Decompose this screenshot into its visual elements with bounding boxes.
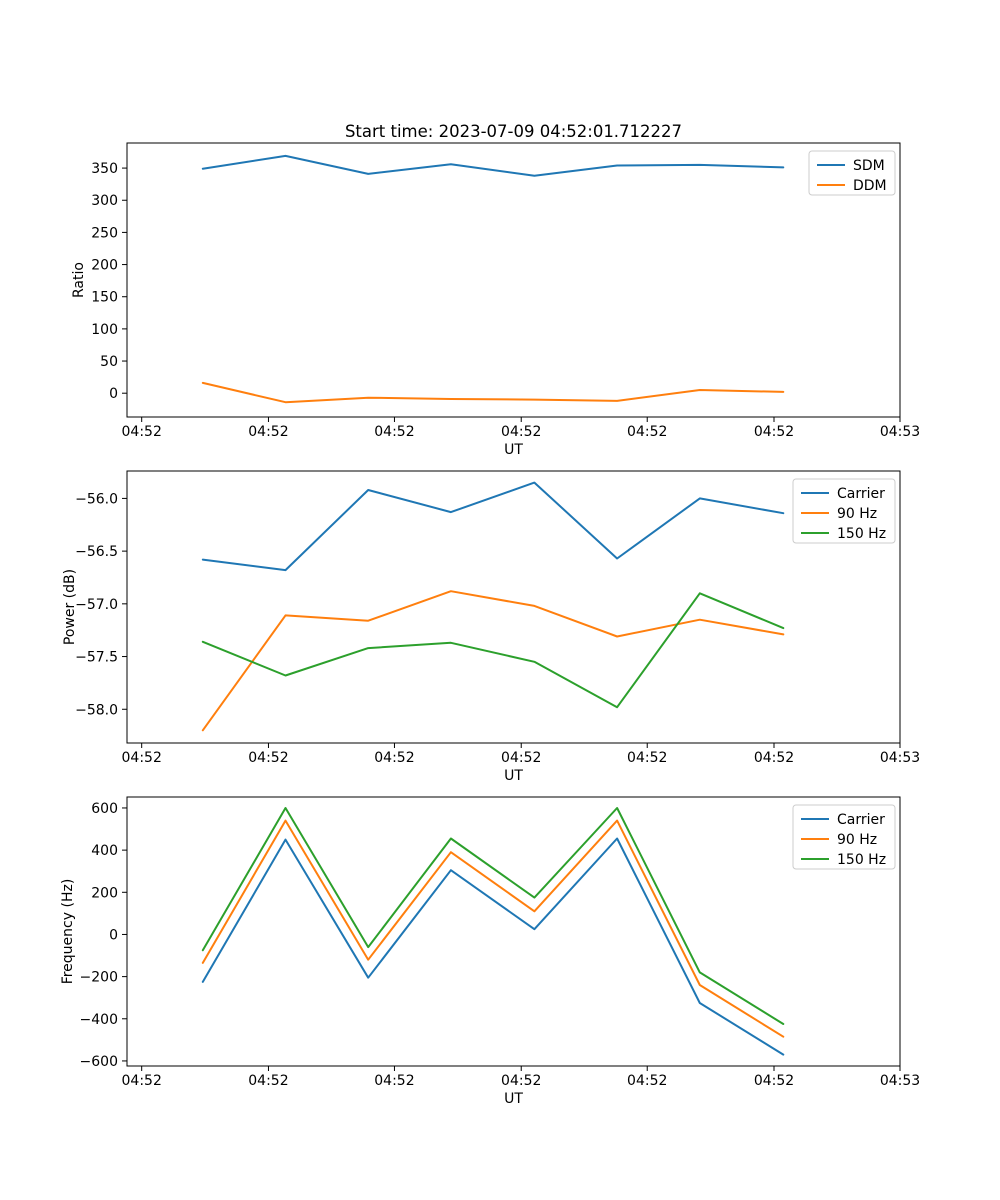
power-y-axis-label: Power (dB) — [62, 569, 78, 645]
x-tick-label: 04:52 — [122, 750, 162, 766]
x-tick-label: 04:52 — [754, 424, 794, 440]
power-legend: Carrier 90 Hz 150 Hz — [792, 478, 896, 544]
y-tick-label: −400 — [80, 1012, 118, 1028]
y-tick-label: 200 — [91, 258, 118, 274]
frequency-series-group — [201, 807, 785, 1056]
x-tick-label: 04:52 — [122, 424, 162, 440]
frequency-y-axis: 600 400 200 0 −200 −400 −600 Frequency (Hz) — [60, 801, 127, 1070]
y-tick-label: 0 — [109, 386, 118, 402]
x-tick-label: 04:52 — [627, 1073, 667, 1089]
y-tick-label: −56.0 — [75, 491, 118, 507]
y-tick-label: 250 — [91, 225, 118, 241]
frequency-chart: 04:52 04:52 04:52 04:52 04:52 04:52 04:53 UT 600… — [60, 796, 920, 1107]
frequency-legend-label-150-hz: 150 Hz — [837, 852, 886, 868]
x-tick-label: 04:52 — [122, 1073, 162, 1089]
ratio-x-axis: 04:52 04:52 04:52 04:52 04:52 04:52 04:53 UT — [122, 417, 920, 458]
x-tick-label: 04:53 — [880, 424, 920, 440]
frequency-legend: Carrier 90 Hz 150 Hz — [792, 804, 896, 870]
x-tick-label: 04:52 — [501, 1073, 541, 1089]
x-tick-label: 04:52 — [374, 750, 414, 766]
x-tick-label: 04:52 — [374, 424, 414, 440]
power-y-axis: −56.0 −56.5 −57.0 −57.5 −58.0 Power (dB) — [62, 491, 127, 718]
ratio-y-axis-label: Ratio — [71, 262, 87, 298]
y-tick-label: −58.0 — [75, 702, 118, 718]
y-tick-label: −600 — [80, 1054, 118, 1070]
power-x-axis: 04:52 04:52 04:52 04:52 04:52 04:52 04:53 UT — [122, 743, 920, 784]
y-tick-label: −57.5 — [75, 650, 118, 666]
x-tick-label: 04:52 — [248, 424, 288, 440]
frequency-series-150-hz — [201, 807, 785, 1025]
power-legend-box — [792, 478, 896, 544]
power-chart: 04:52 04:52 04:52 04:52 04:52 04:52 04:53 UT −56… — [62, 470, 920, 784]
ratio-y-axis: 350 300 250 200 150 100 50 0 Ratio — [71, 161, 127, 402]
frequency-series-carrier — [201, 837, 785, 1056]
frequency-legend-label-90-hz: 90 Hz — [837, 832, 877, 848]
y-tick-label: −57.0 — [75, 597, 118, 613]
x-tick-label: 04:52 — [501, 750, 541, 766]
x-tick-label: 04:52 — [627, 750, 667, 766]
frequency-x-axis: 04:52 04:52 04:52 04:52 04:52 04:52 04:53 UT — [122, 1066, 920, 1107]
frequency-axes-frame — [126, 796, 901, 1067]
y-tick-label: 300 — [91, 193, 118, 209]
power-series-90-hz — [201, 590, 785, 732]
x-tick-label: 04:53 — [880, 750, 920, 766]
frequency-legend-label-carrier: Carrier — [837, 812, 885, 828]
power-legend-label-carrier: Carrier — [837, 486, 885, 502]
power-series-group — [201, 481, 785, 732]
x-tick-label: 04:52 — [248, 1073, 288, 1089]
x-tick-label: 04:52 — [627, 424, 667, 440]
power-series-150-hz — [201, 592, 785, 709]
power-legend-label-90-hz: 90 Hz — [837, 506, 877, 522]
y-tick-label: 350 — [91, 161, 118, 177]
ratio-chart: 04:52 04:52 04:52 04:52 04:52 04:52 04:53 UT 350… — [71, 142, 920, 458]
ratio-legend-label-ddm: DDM — [853, 178, 887, 194]
figure-title: Start time: 2023-07-09 04:52:01.712227 — [344, 122, 683, 141]
power-axes-frame — [126, 470, 901, 744]
y-tick-label: 0 — [109, 927, 118, 943]
y-tick-label: 100 — [91, 322, 118, 338]
x-tick-label: 04:52 — [248, 750, 288, 766]
ratio-axes-frame — [126, 142, 901, 418]
ratio-legend-label-sdm: SDM — [853, 158, 885, 174]
ratio-series-group — [201, 154, 785, 404]
y-tick-label: 400 — [91, 843, 118, 859]
x-tick-label: 04:52 — [754, 1073, 794, 1089]
y-tick-label: −200 — [80, 970, 118, 986]
frequency-legend-box — [792, 804, 896, 870]
ratio-series-ddm — [201, 381, 785, 404]
ratio-series-sdm — [201, 154, 785, 177]
y-tick-label: 150 — [91, 290, 118, 306]
x-tick-label: 04:53 — [880, 1073, 920, 1089]
ratio-legend: SDM DDM — [808, 150, 896, 196]
power-legend-label-150-hz: 150 Hz — [837, 526, 886, 542]
power-series-carrier — [201, 481, 785, 572]
frequency-y-axis-label: Frequency (Hz) — [60, 879, 76, 985]
y-tick-label: 600 — [91, 801, 118, 817]
power-x-axis-label: UT — [504, 768, 523, 784]
y-tick-label: 200 — [91, 885, 118, 901]
x-tick-label: 04:52 — [501, 424, 541, 440]
x-tick-label: 04:52 — [374, 1073, 414, 1089]
y-tick-label: −56.5 — [75, 544, 118, 560]
ratio-x-axis-label: UT — [504, 442, 523, 458]
x-tick-label: 04:52 — [754, 750, 794, 766]
y-tick-label: 50 — [100, 354, 118, 370]
frequency-series-90-hz — [201, 819, 785, 1038]
frequency-x-axis-label: UT — [504, 1091, 523, 1107]
